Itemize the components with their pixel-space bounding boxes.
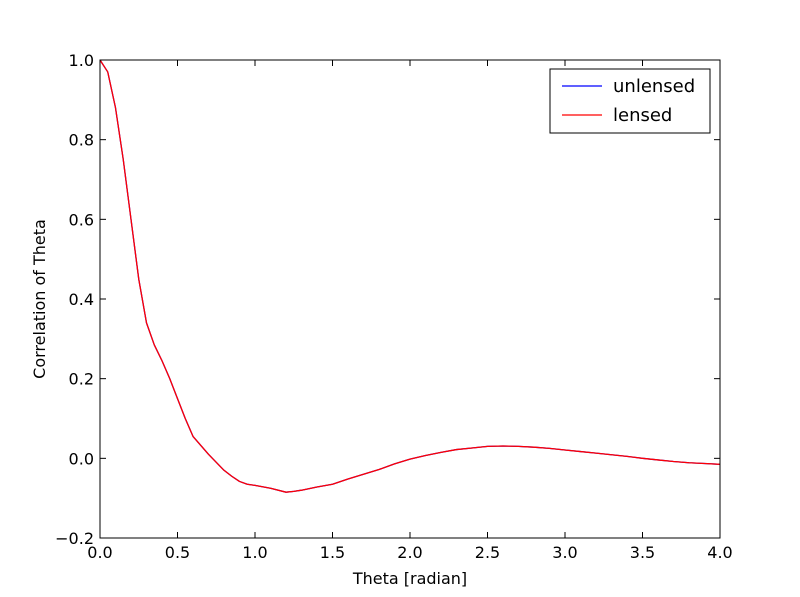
series-layer	[99, 59, 721, 493]
y-axis-ticks: −0.2 0.0 0.2 0.4 0.6 0.8 1.0	[55, 51, 720, 548]
x-axis-label: Theta [radian]	[352, 569, 467, 588]
plot-area	[100, 60, 720, 538]
x-tick-label: 2.5	[475, 543, 500, 562]
series-line-lensed	[99, 59, 721, 493]
legend: unlensed lensed	[549, 68, 711, 134]
x-tick-label: 2.0	[397, 543, 422, 562]
y-tick-label: 1.0	[69, 51, 94, 70]
y-axis-label: Correlation of Theta	[30, 219, 49, 379]
x-tick-label: 0.0	[87, 543, 112, 562]
x-tick-label: 1.0	[242, 543, 267, 562]
y-tick-label: 0.0	[69, 449, 94, 468]
x-tick-label: 3.5	[630, 543, 655, 562]
y-tick-label: 0.2	[69, 370, 94, 389]
y-tick-label: 0.4	[69, 290, 94, 309]
y-tick-label: −0.2	[55, 529, 94, 548]
x-tick-label: 1.5	[320, 543, 345, 562]
legend-box	[549, 68, 711, 134]
legend-label-lensed: lensed	[613, 105, 672, 126]
legend-label-unlensed: unlensed	[613, 76, 695, 97]
x-tick-label: 0.5	[165, 543, 190, 562]
y-tick-label: 0.6	[69, 210, 94, 229]
x-tick-label: 4.0	[707, 543, 732, 562]
x-tick-label: 3.0	[552, 543, 577, 562]
y-tick-label: 0.8	[69, 131, 94, 150]
x-axis-ticks: 0.0 0.5 1.0 1.5 2.0 2.5 3.0 3.5 4.0	[87, 60, 733, 562]
